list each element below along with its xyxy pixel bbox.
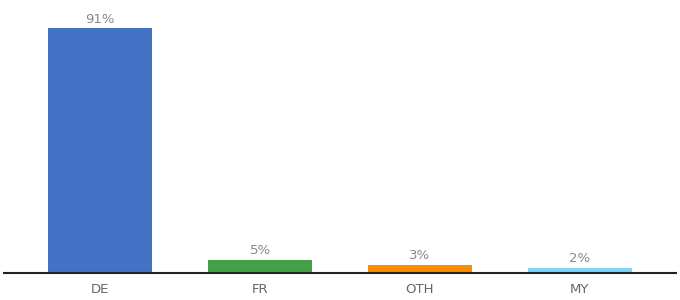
Text: 3%: 3% — [409, 249, 430, 262]
Bar — [368, 265, 472, 273]
Bar — [208, 260, 312, 273]
Text: 5%: 5% — [250, 244, 271, 257]
Bar — [528, 268, 632, 273]
Bar — [48, 28, 152, 273]
Text: 91%: 91% — [86, 13, 115, 26]
Text: 2%: 2% — [569, 252, 590, 265]
